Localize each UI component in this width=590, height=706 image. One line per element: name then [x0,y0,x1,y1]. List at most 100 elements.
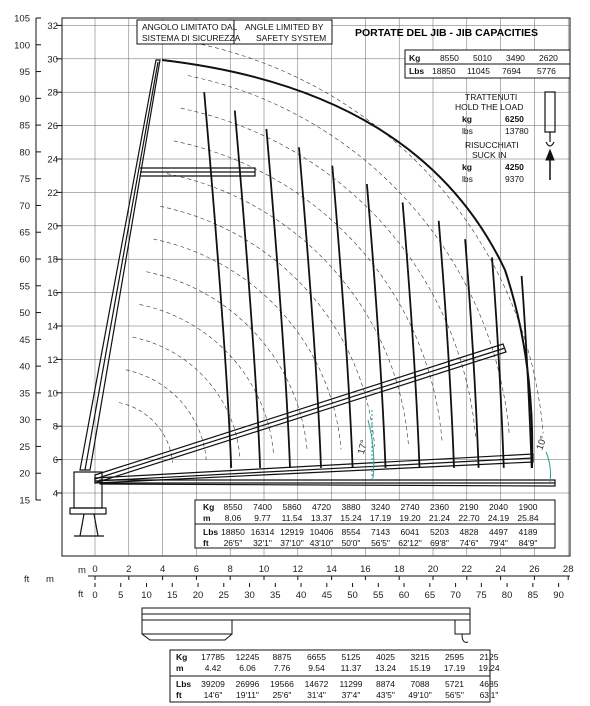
chart-table-cell: 9.77 [254,513,271,523]
m-tick-label: 28 [47,88,58,99]
x-m-tick-label: 16 [360,564,371,575]
jib-lbs-cell: 7694 [502,66,521,76]
chart-table-cell: 8.06 [225,513,242,523]
chart-table-cell: 11.54 [282,513,303,523]
jib-kg-label: Kg [409,53,420,63]
chart-table-cell: 25.84 [517,513,539,523]
chart-table-row-label: ft [203,538,209,548]
chart-table-cell: 7143 [371,527,390,537]
bottom-table-cell: 31'4" [307,690,326,700]
angle-en-1: ANGLE LIMITED BY [245,22,324,32]
ft-tick-label: 95 [19,67,30,78]
grid [62,18,570,556]
bottom-ft-label: ft [78,589,84,600]
jib-lbs-cell: 5776 [537,66,556,76]
bottom-table-cell: 26996 [236,679,260,689]
jib-title: PORTATE DEL JIB - JIB CAPACITIES [355,27,538,39]
chart-table-cell: 50'0" [342,538,361,548]
suck-en: SUCK IN [472,150,506,160]
jib-lbs-label: Lbs [409,66,424,76]
load-curve [437,220,455,468]
m-tick-label: 14 [47,322,58,333]
chart-table-cell: 1900 [519,502,538,512]
x-ft-tick-label: 55 [373,590,384,601]
suck-kg: 4250 [505,162,524,172]
ft-tick-label: 60 [19,255,30,266]
bottom-table-cell: 7088 [411,679,430,689]
load-curve [401,202,421,468]
jib-kg-cell: 2620 [539,53,558,63]
chart-table-cell: 3240 [371,502,390,512]
bottom-table-cell: 5125 [342,652,361,662]
bottom-table-cell: 8875 [273,652,292,662]
chart-table-cell: 62'12" [398,538,422,548]
bottom-table-cell: 5721 [445,679,464,689]
jib-lbs-cell: 18850 [432,66,456,76]
chart-table-cell: 56'5" [371,538,390,548]
angle-marker-17 [367,410,375,480]
angle-marker-10 [545,451,551,483]
x-ft-tick-label: 35 [270,590,281,601]
m-tick-label: 26 [47,121,58,132]
x-ft-tick-label: 70 [450,590,461,601]
hold-it: TRATTENUTI [465,92,517,102]
bottom-table-row-label: m [176,663,184,673]
bottom-table-cell: 11299 [339,679,362,689]
bottom-table-cell: 25'6" [273,690,292,700]
chart-table-cell: 2190 [460,502,479,512]
chart-frame [61,17,571,557]
ft-tick-label: 45 [19,335,30,346]
hold-en: HOLD THE LOAD [455,102,523,112]
x-m-tick-label: 0 [92,564,97,575]
x-m-tick-label: 10 [259,564,270,575]
crane-base [69,471,107,537]
bottom-table-cell: 4025 [376,652,395,662]
x-ft-tick-label: 90 [553,590,564,601]
bottom-table-cell: 9.54 [308,663,325,673]
bottom-table-cell: 39209 [201,679,225,689]
bottom-table-cell: 11.37 [341,663,362,673]
chart-table-cell: 79'4" [489,538,508,548]
range-arc [187,75,510,436]
chart-table-cell: 26'5" [224,538,243,548]
bottom-table-cell: 19.24 [478,663,500,673]
chart-table-cell: 15.24 [340,513,362,523]
bottom-table-cell: 7.76 [274,663,291,673]
m-tick-label: 24 [47,155,58,166]
bottom-table-cell: 17785 [201,652,225,662]
x-ft-tick-label: 40 [296,590,307,601]
load-curve [366,184,387,468]
bottom-table-cell: 13.24 [375,663,397,673]
bottom-table-cell: 19'11" [236,690,259,700]
x-ft-tick-label: 5 [118,590,123,601]
ft-tick-label: 65 [19,228,30,239]
range-arc [160,206,375,447]
range-arc [166,173,409,444]
x-ft-tick-label: 10 [141,590,152,601]
suck-lbs-label: lbs [462,174,473,184]
x-ft-tick-label: 45 [322,590,333,601]
ft-tick-label: 90 [19,94,30,105]
suck-lbs: 9370 [505,174,524,184]
angle-it-2: SISTEMA DI SICUREZZA [142,33,241,43]
suck-kg-label: kg [462,162,472,172]
x-m-tick-label: 2 [126,564,131,575]
x-ft-tick-label: 80 [502,590,513,601]
load-curve [520,275,533,468]
bottom-table-cell: 6655 [307,652,326,662]
chart-table-cell: 4497 [489,527,508,537]
boom-vertical [79,59,256,471]
load-curve [265,128,291,468]
chart-table-cell: 2040 [489,502,508,512]
bottom-table-row-label: Lbs [176,679,191,689]
boom-low [94,453,556,487]
ft-tick-label: 80 [19,147,30,158]
bottom-table-cell: 63'1" [480,690,499,700]
x-m-tick-label: 14 [326,564,337,575]
m-tick-label: 22 [47,188,58,199]
bottom-table-cell: 12245 [236,652,260,662]
load-curve [203,92,233,468]
ft-tick-label: 75 [19,174,30,185]
